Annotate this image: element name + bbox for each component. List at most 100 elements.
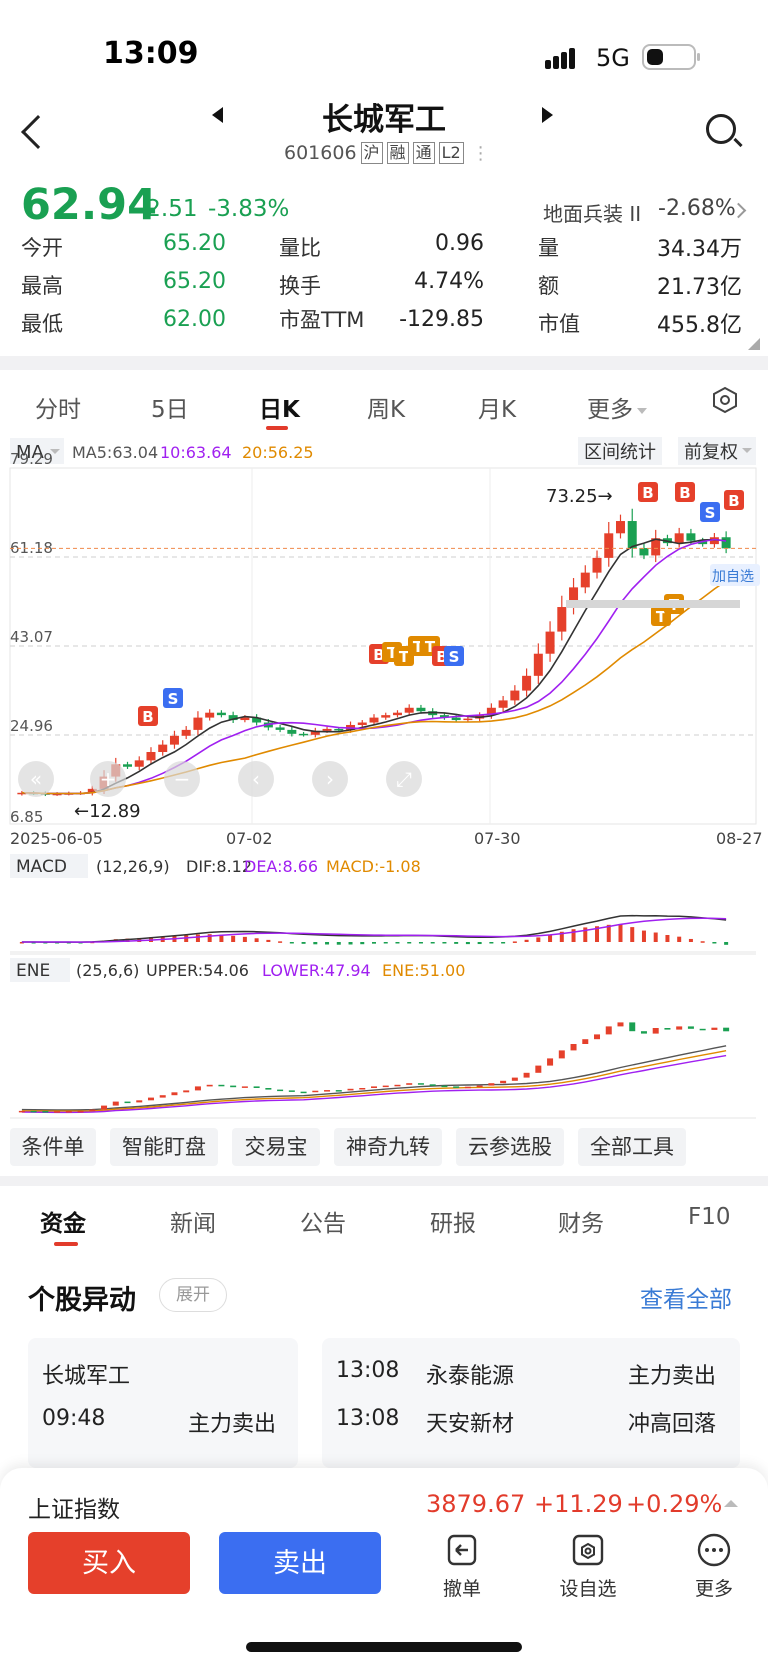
- more-dots-icon[interactable]: ⋮: [471, 142, 490, 164]
- tab-daily-k[interactable]: 日K: [259, 397, 300, 423]
- stat-value: 34.34万: [657, 237, 742, 262]
- chip-magic-nine[interactable]: 神奇九转: [334, 1128, 442, 1166]
- prev-stock-icon[interactable]: [212, 107, 223, 123]
- tab-news[interactable]: 新闻: [170, 1211, 216, 1237]
- cancel-order-icon: [447, 1534, 477, 1566]
- candle-body: [287, 729, 297, 734]
- t-marker-label: T: [656, 608, 667, 626]
- signal-icon: [545, 45, 581, 69]
- cancel-order-button[interactable]: 撤单: [422, 1532, 502, 1602]
- sector-pct[interactable]: -2.68%: [658, 196, 736, 221]
- dif-line: [21, 914, 727, 943]
- chip-trade-treasure[interactable]: 交易宝: [232, 1128, 320, 1166]
- tab-funds[interactable]: 资金: [40, 1211, 86, 1237]
- x-tick-label: 07-30: [474, 829, 521, 848]
- stat-value: 65.20: [163, 269, 226, 294]
- period-tabs: 分时 5日 日K 周K 月K 更多: [0, 372, 768, 434]
- tab-5day[interactable]: 5日: [151, 397, 189, 423]
- abnormal-event: 主力卖出: [188, 1412, 277, 1437]
- candle-body: [216, 712, 226, 716]
- tab-intraday[interactable]: 分时: [35, 397, 81, 423]
- caret-up-icon[interactable]: [724, 1500, 738, 1507]
- ene-candle: [394, 1084, 401, 1087]
- macd-bar: [231, 935, 236, 942]
- abnormal-card-stock[interactable]: 长城军工 09:48 主力卖出: [28, 1338, 298, 1468]
- chart-nav-button: [18, 761, 54, 797]
- candle-body: [533, 653, 543, 676]
- sell-marker: [444, 646, 464, 666]
- active-tab-underline: [266, 426, 288, 430]
- tab-more[interactable]: 更多: [587, 390, 647, 424]
- adjust-selector[interactable]: [678, 437, 756, 465]
- macd-bar: [418, 942, 423, 944]
- y-tick-label: 43.07: [10, 628, 53, 646]
- kline-chart-svg[interactable]: MA MA5:63.04 10:63.64 20:56.25 区间统计 前复权 …: [0, 434, 768, 1124]
- chip-cloud-picker[interactable]: 云参选股: [456, 1128, 564, 1166]
- tab-financials[interactable]: 财务: [558, 1211, 604, 1237]
- candle-body: [322, 728, 332, 731]
- tab-research[interactable]: 研报: [430, 1211, 476, 1237]
- t-marker-label: T: [399, 648, 410, 666]
- stat-label: 量: [538, 236, 559, 260]
- chip-smart-watch[interactable]: 智能盯盘: [110, 1128, 218, 1166]
- add-watch-button[interactable]: 设自选: [548, 1532, 628, 1602]
- chart-nav-icon: +: [100, 767, 117, 791]
- macd-bar: [536, 937, 541, 942]
- ene-plot[interactable]: ENE (25,6,6) UPPER:54.06 LOWER:47.94 ENE:51.…: [10, 953, 756, 1119]
- t-marker-label: T: [387, 644, 398, 662]
- sell-button[interactable]: 卖出: [219, 1532, 381, 1594]
- chip-conditional-order[interactable]: 条件单: [10, 1128, 96, 1166]
- index-name[interactable]: 上证指数: [28, 1497, 120, 1523]
- ma5-value: MA5:63.04: [72, 443, 158, 462]
- settings-hex-icon[interactable]: [712, 386, 738, 414]
- abnormal-event: 主力卖出: [628, 1364, 717, 1389]
- buy-marker-label: B: [728, 492, 739, 510]
- abnormal-card-market[interactable]: 13:08 永泰能源 主力卖出 13:08 天安新材 冲高回落: [322, 1338, 740, 1468]
- chart-nav-icon: «: [30, 767, 42, 791]
- macd-bar: [454, 942, 459, 944]
- macd-bar: [301, 942, 306, 944]
- ene-candle: [640, 1031, 647, 1034]
- tab-weekly-k[interactable]: 周K: [367, 397, 406, 423]
- candle-body: [181, 729, 191, 736]
- stat-value: -129.85: [399, 307, 484, 332]
- buy-marker-label: B: [642, 484, 653, 502]
- candle-body: [158, 744, 168, 753]
- tab-f10[interactable]: F10: [688, 1204, 731, 1230]
- chip-all-tools[interactable]: 全部工具: [578, 1128, 686, 1166]
- candle-body: [146, 752, 156, 761]
- macd-bar: [712, 942, 717, 944]
- ene-candle: [511, 1077, 518, 1081]
- range-stats-button[interactable]: [578, 437, 662, 465]
- stat-value: 62.00: [163, 307, 226, 332]
- more-button[interactable]: 更多: [674, 1532, 754, 1602]
- stat-label: 量比: [279, 236, 321, 260]
- sector-name[interactable]: 地面兵装 II: [543, 202, 642, 226]
- buy-marker-label: B: [436, 648, 447, 666]
- buy-button[interactable]: 买入: [28, 1532, 190, 1594]
- sell-marker-label: S: [705, 504, 716, 522]
- ene-name: ENE: [16, 961, 50, 981]
- search-icon[interactable]: [706, 114, 736, 144]
- ene-candle: [136, 1100, 143, 1103]
- ene-candle: [265, 1088, 272, 1090]
- macd-selector: [10, 854, 88, 878]
- add-watch-label: 设自选: [559, 1578, 617, 1600]
- ene-candle: [101, 1105, 108, 1110]
- kline-chart-area[interactable]: MA MA5:63.04 10:63.64 20:56.25 区间统计 前复权 …: [0, 434, 768, 1124]
- expand-button[interactable]: 展开: [159, 1278, 227, 1312]
- tab-monthly-k[interactable]: 月K: [478, 397, 517, 423]
- next-stock-icon[interactable]: [542, 107, 553, 123]
- candle-body: [275, 727, 285, 730]
- view-all-link[interactable]: 查看全部: [640, 1287, 732, 1313]
- buy-marker-label: B: [373, 646, 384, 664]
- chart-nav-button: [386, 761, 422, 797]
- buy-marker: [724, 490, 744, 510]
- candle-body: [486, 707, 496, 716]
- ene-candle: [488, 1083, 495, 1086]
- tab-announcements[interactable]: 公告: [300, 1211, 346, 1237]
- macd-bar: [665, 934, 670, 942]
- expand-corner-icon[interactable]: [748, 338, 760, 350]
